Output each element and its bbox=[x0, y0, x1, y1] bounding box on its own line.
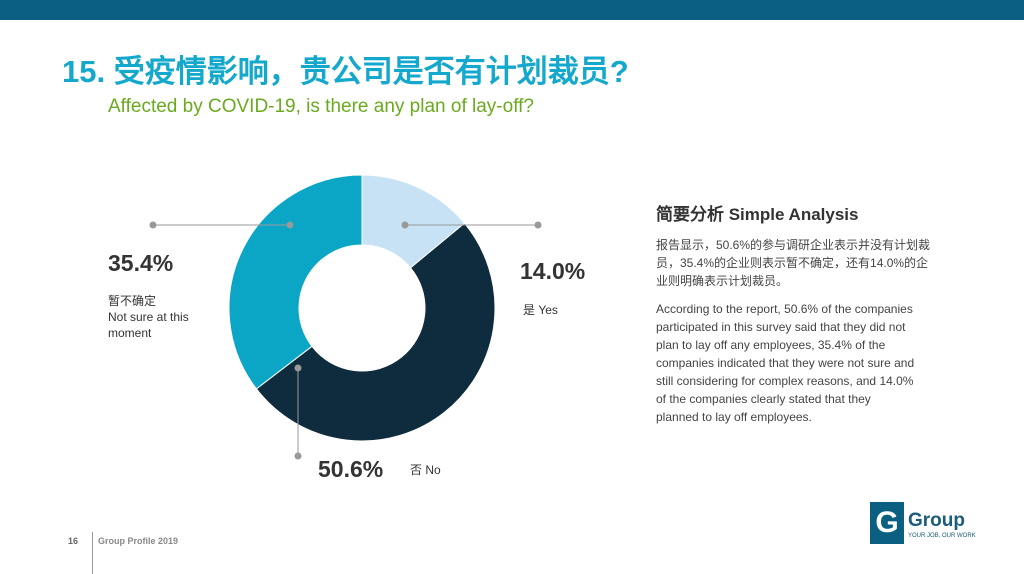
footer-text: Group Profile 2019 bbox=[98, 536, 179, 546]
label-line: 暂不确定 bbox=[108, 294, 157, 308]
value-label-notsure: 35.4% bbox=[108, 250, 174, 276]
analysis-en: According to the report, 50.6% of the co… bbox=[656, 302, 915, 424]
page-subtitle: Affected by COVID-19, is there any plan … bbox=[108, 96, 534, 117]
footer-divider bbox=[92, 532, 93, 574]
slice-notsure bbox=[228, 174, 363, 390]
leader-dot bbox=[149, 221, 157, 229]
leader-lines bbox=[149, 221, 542, 460]
leader-dot bbox=[294, 364, 302, 372]
category-label-yes: 是 Yes bbox=[523, 303, 558, 317]
page-number: 16 bbox=[68, 536, 79, 546]
label-line: moment bbox=[108, 326, 152, 340]
label-line: Not sure at this bbox=[108, 310, 189, 324]
value-label-no: 50.6% bbox=[318, 456, 384, 482]
analysis-cn: 报告显示，50.6%的参与调研企业表示并没有计划裁员，35.4%的企业则表示暂不… bbox=[656, 238, 931, 288]
category-label-no: 否 No bbox=[410, 463, 441, 477]
leader-dot bbox=[401, 221, 409, 229]
top-bar bbox=[0, 0, 1024, 20]
page-title: 15. 受疫情影响，贵公司是否有计划裁员? bbox=[62, 54, 629, 89]
leader-dot bbox=[286, 221, 294, 229]
value-label-yes: 14.0% bbox=[520, 258, 586, 284]
leader-dot bbox=[534, 221, 542, 229]
logo-mark: G bbox=[870, 502, 904, 544]
analysis-heading: 简要分析 Simple Analysis bbox=[656, 205, 859, 224]
slice-no bbox=[255, 222, 496, 442]
logo-tagline: YOUR JOB, OUR WORK bbox=[908, 533, 976, 539]
category-label-notsure: 暂不确定 Not sure at this moment bbox=[108, 293, 189, 341]
logo-text: Group bbox=[908, 510, 965, 531]
leader-dot bbox=[294, 452, 302, 460]
